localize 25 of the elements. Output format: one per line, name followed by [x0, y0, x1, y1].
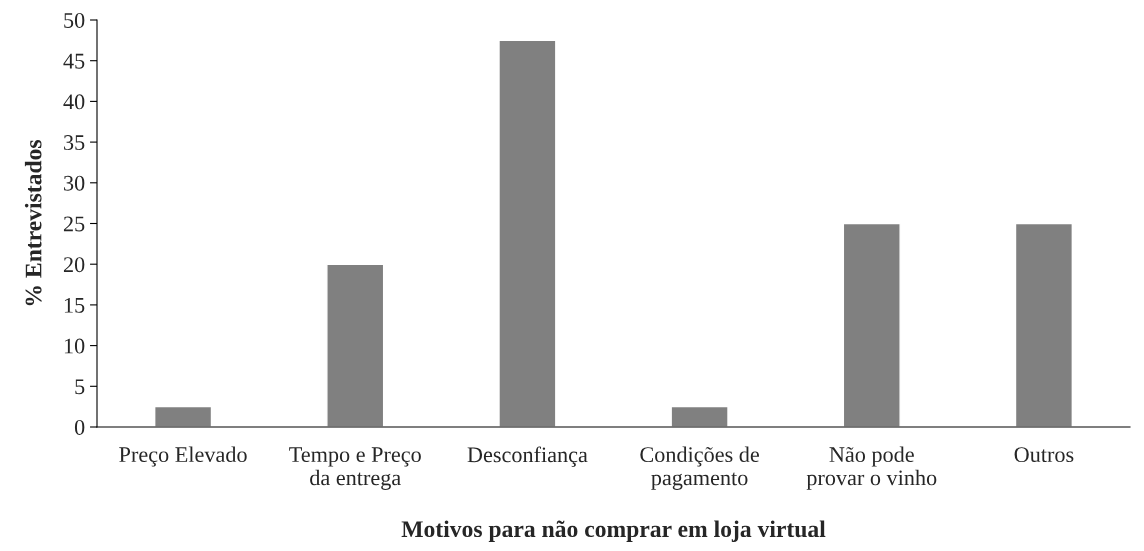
bar — [670, 405, 729, 427]
x-tick-label: Tempo e Preço da entrega — [289, 447, 421, 490]
y-tick-label: 15 — [64, 297, 85, 313]
y-tick-label: 20 — [63, 257, 85, 273]
bar — [326, 263, 385, 427]
bar — [498, 39, 557, 427]
y-tick-label: 10 — [64, 338, 85, 354]
x-tick-label: Preço Elevado — [119, 446, 247, 467]
y-tick-label: 5 — [75, 379, 85, 395]
y-tick-label: 30 — [64, 175, 85, 191]
x-tick-label: Desconfiança — [467, 446, 588, 467]
y-tick-label: 50 — [64, 12, 85, 28]
y-tick-label: 45 — [63, 53, 85, 69]
bar — [1014, 222, 1074, 427]
bar — [842, 222, 901, 427]
y-tick-label: 35 — [64, 135, 85, 151]
x-tick-label: Condições de pagamento — [640, 446, 759, 490]
x-axis-title: Motivos para não comprar em loja virtual — [401, 520, 826, 542]
y-tick-label: 0 — [74, 419, 85, 435]
bar — [153, 405, 213, 427]
y-tick-label: 25 — [63, 216, 85, 232]
x-tick-label: Outros — [1014, 447, 1074, 463]
y-axis-title: % Entrevistados — [24, 140, 42, 306]
x-tick-label: Não pode provar o vinho — [806, 446, 937, 490]
y-tick-label: 40 — [63, 94, 85, 110]
